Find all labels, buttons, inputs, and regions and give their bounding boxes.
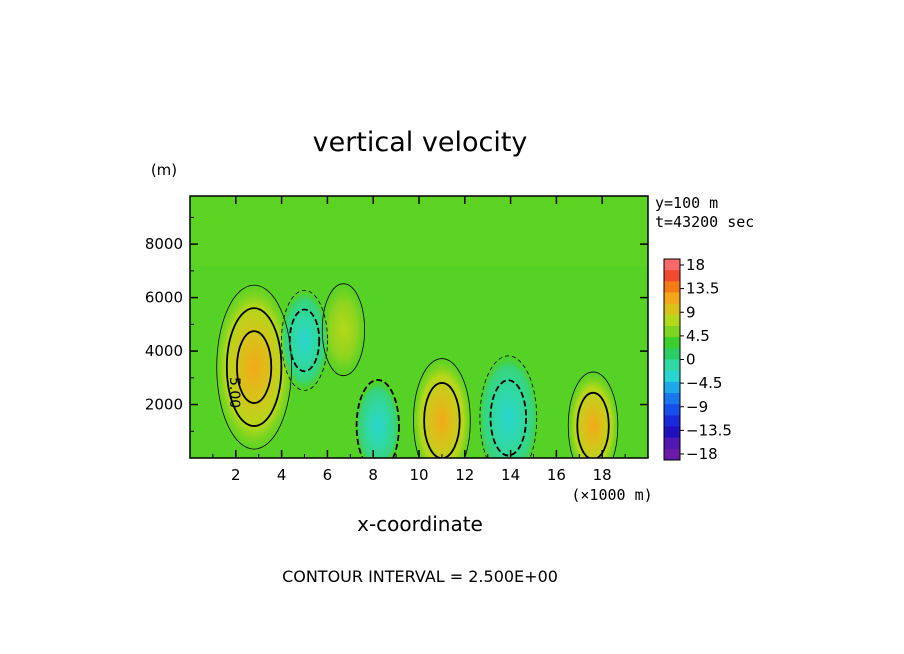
x-tick-label: 18 [593, 466, 612, 484]
colorbar-swatch [664, 270, 680, 282]
colorbar-label: 13.5 [686, 280, 719, 298]
updraft-shading [411, 356, 473, 458]
colorbar-label: −18 [686, 445, 718, 463]
x-tick-label: 12 [455, 466, 474, 484]
downdraft-contour [288, 308, 321, 373]
colorbar-swatch [664, 259, 680, 271]
downdraft-shading [355, 379, 401, 458]
colorbar-swatch [664, 393, 680, 405]
x-tick-label: 2 [231, 466, 241, 484]
downdraft-contour [355, 379, 400, 458]
updraft-shading [566, 370, 620, 458]
colorbar-swatch [664, 359, 680, 372]
plot-area [190, 196, 648, 458]
time-annotation: t=43200 sec [655, 213, 754, 231]
updraft-contour [423, 382, 461, 458]
colorbar-swatch [664, 303, 680, 316]
colorbar-label: 0 [686, 351, 696, 369]
colorbar-swatch [664, 415, 680, 427]
downdraft-contour [479, 355, 538, 458]
colorbar-swatch [664, 404, 680, 416]
x-tick-label: 4 [277, 466, 287, 484]
colorbar-swatch [664, 281, 680, 293]
colorbar-label: 4.5 [686, 327, 710, 345]
contour-label: 5.00 [226, 377, 242, 408]
colorbar: 18 13.5 9 4.5 0 −4.5 −9 −13.5 −18 [663, 256, 732, 463]
colorbar-swatch [664, 448, 680, 461]
contour-interval-footer: CONTOUR INTERVAL = 2.500E+00 [282, 567, 558, 586]
colorbar-swatch [664, 437, 680, 450]
upper-field [190, 196, 648, 266]
y-tick-label: 2000 [145, 396, 183, 414]
colorbar-label: 18 [686, 256, 705, 274]
colorbar-label: 9 [686, 303, 696, 321]
y-tick-label: 8000 [145, 235, 183, 253]
colorbar-swatch [664, 337, 680, 349]
updraft-contour [413, 358, 471, 458]
colorbar-label: −13.5 [686, 421, 732, 439]
y-position-annotation: y=100 m [655, 194, 718, 212]
colorbar-swatch [664, 314, 680, 327]
x-tick-label: 8 [368, 466, 378, 484]
colorbar-label: −4.5 [686, 374, 722, 392]
colorbar-swatch [664, 426, 680, 439]
downdraft-shading [280, 289, 329, 391]
colorbar-swatch [664, 370, 680, 383]
chart-title: vertical velocity [313, 127, 528, 158]
y-tick-label: 4000 [145, 342, 183, 360]
colorbar-swatch [664, 326, 680, 338]
x-unit-label: (×1000 m) [571, 486, 652, 504]
x-tick-label: 16 [547, 466, 566, 484]
x-tick-label: 14 [501, 466, 520, 484]
x-axis-label: x-coordinate [357, 512, 483, 536]
downdraft-contour [489, 379, 528, 457]
colorbar-swatch [664, 381, 680, 394]
updraft-contour [567, 371, 619, 458]
downdraft-contour [281, 289, 328, 391]
updraft-contour [236, 330, 273, 404]
updraft-contour [321, 283, 366, 377]
downdraft-shading [477, 353, 540, 458]
x-tick-label: 10 [409, 466, 428, 484]
updraft-contour [225, 307, 283, 427]
colorbar-swatch [664, 292, 680, 305]
updraft-contour [216, 284, 292, 450]
colorbar-label: −9 [686, 398, 708, 416]
updraft-contour [576, 391, 610, 458]
updraft-shading [321, 283, 366, 376]
y-unit-label: (m) [151, 161, 177, 179]
colorbar-swatch [664, 348, 680, 360]
updraft-shading [212, 280, 296, 454]
x-tick-label: 6 [323, 466, 333, 484]
y-tick-label: 6000 [145, 289, 183, 307]
